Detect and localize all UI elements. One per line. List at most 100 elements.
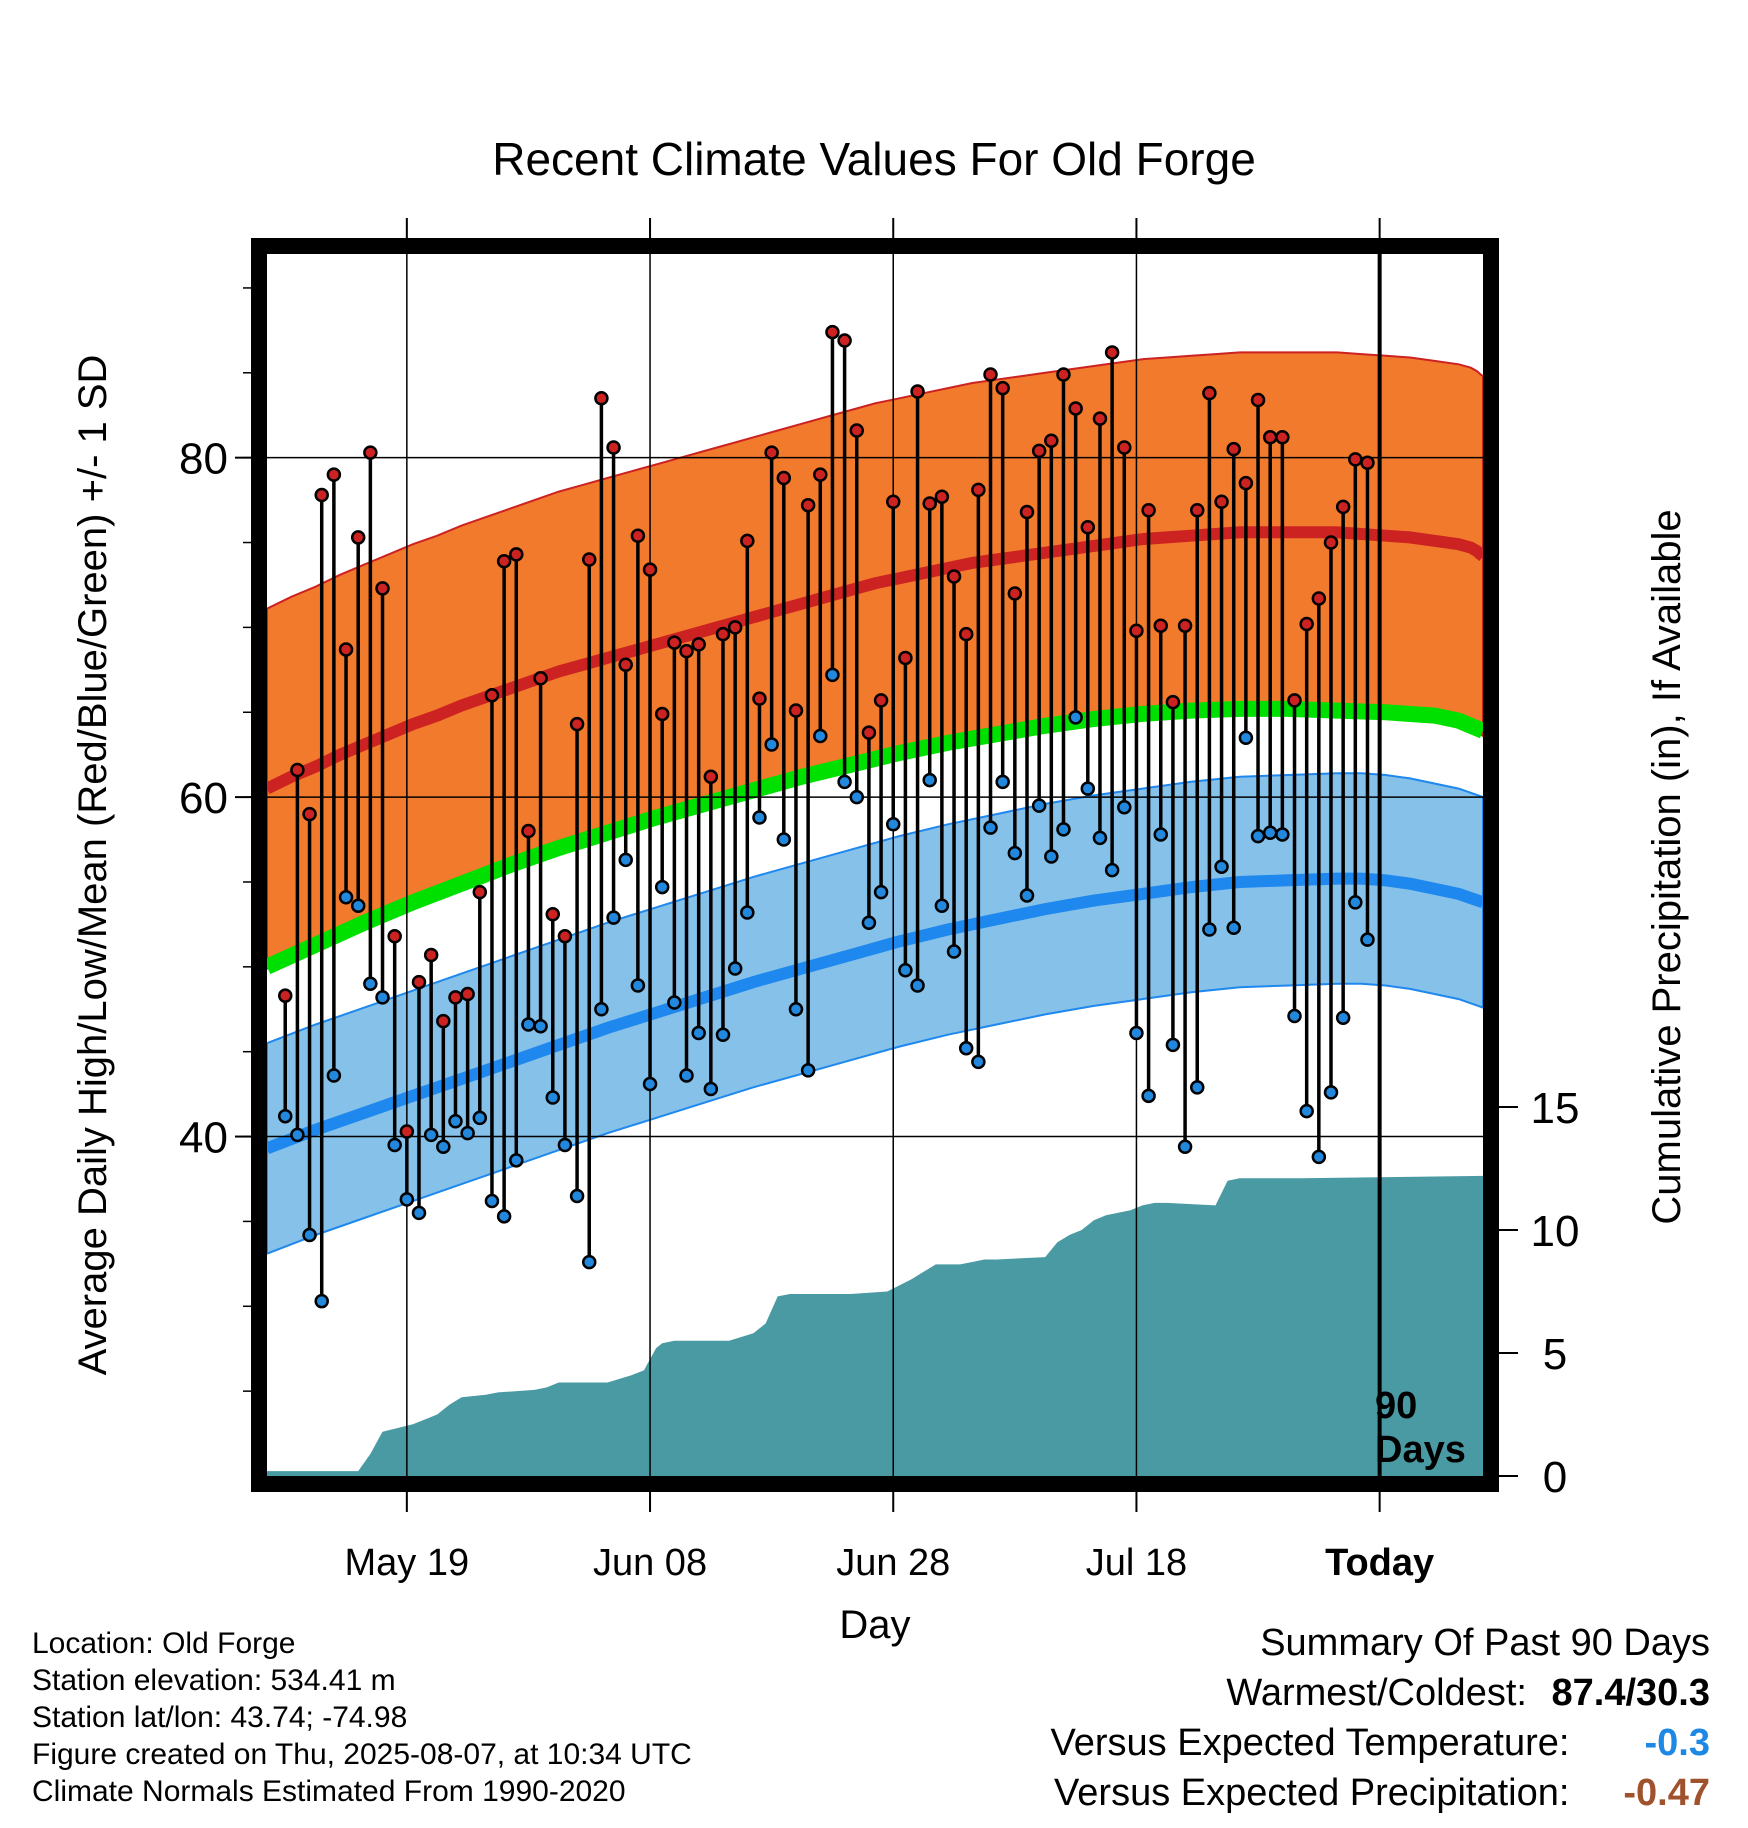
daily-high-point <box>448 990 463 1005</box>
daily-low-point <box>594 1002 609 1017</box>
daily-high-point <box>1129 623 1144 639</box>
daily-low-point <box>509 1153 524 1168</box>
daily-low-point <box>1177 1139 1193 1154</box>
y-tick-label: 80 <box>179 435 228 484</box>
summary-temp-label: Versus Expected Temperature: <box>1050 1722 1570 1764</box>
daily-low-point <box>776 832 792 847</box>
daily-high-point <box>375 581 390 596</box>
daily-low-point <box>1287 1008 1302 1024</box>
daily-high-point <box>1238 475 1254 491</box>
daily-high-point <box>460 986 475 1002</box>
daily-low-point <box>581 1254 597 1270</box>
daily-high-point <box>1250 392 1266 408</box>
daily-low-point <box>1202 922 1217 937</box>
daily-high-point <box>581 552 597 567</box>
daily-high-point <box>946 569 962 584</box>
daily-low-point <box>545 1090 561 1105</box>
daily-low-point <box>1031 798 1047 813</box>
daily-high-point <box>411 974 427 990</box>
daily-high-point <box>1104 345 1120 360</box>
daily-low-point <box>885 817 901 832</box>
daily-high-point <box>1153 618 1169 633</box>
daily-high-point <box>849 423 865 438</box>
daily-high-point <box>472 884 488 900</box>
daily-high-point <box>1056 367 1071 382</box>
daily-low-point <box>934 898 950 913</box>
daily-low-point <box>873 884 889 900</box>
daily-low-point <box>618 852 633 868</box>
daily-high-point <box>569 716 585 732</box>
daily-high-point <box>995 380 1010 396</box>
daily-high-point <box>1044 433 1059 448</box>
daily-low-point <box>1250 828 1266 844</box>
daily-low-point <box>350 898 366 913</box>
x-tick-label: Jun 08 <box>593 1542 707 1584</box>
daily-low-point <box>1214 859 1229 874</box>
summary-warm-cold-value: 87.4/30.3 <box>1551 1672 1710 1714</box>
daily-low-point <box>1323 1085 1339 1100</box>
summary-temp-value: -0.3 <box>1644 1722 1710 1764</box>
daily-low-point <box>436 1139 451 1154</box>
x-tick-label: May 19 <box>345 1542 470 1584</box>
daily-high-point <box>776 470 792 486</box>
x-tick-label: Today <box>1325 1542 1434 1584</box>
daily-low-point <box>606 910 621 925</box>
daily-low-point <box>521 1017 536 1032</box>
daily-high-point <box>691 637 706 652</box>
info-created: Figure created on Thu, 2025-08-07, at 10… <box>32 1738 692 1771</box>
daily-low-point <box>837 774 852 790</box>
daily-low-point <box>1104 862 1120 878</box>
daily-low-point <box>715 1027 731 1042</box>
daily-high-point <box>1348 452 1363 467</box>
summary-warm-cold-row: Warmest/Coldest: 87.4/30.3 <box>1051 1668 1710 1718</box>
y-tick-label: 40 <box>179 1114 228 1163</box>
daily-high-point <box>1165 694 1181 710</box>
daily-high-point <box>1141 503 1156 518</box>
daily-high-point <box>1019 504 1035 520</box>
daily-high-point <box>302 806 317 822</box>
chart-title: Recent Climate Values For Old Forge <box>492 133 1256 185</box>
info-location: Location: Old Forge <box>32 1627 296 1660</box>
daily-low-point <box>363 976 378 992</box>
daily-low-point <box>752 810 767 825</box>
daily-low-point <box>1360 932 1375 947</box>
axis-ticks: 40 60 80 0 5 10 15 May 19 Jun 08 Jun 28 Jul 18 Toda… <box>179 218 1579 1584</box>
daily-high-point <box>509 547 524 562</box>
daily-low-point <box>971 1054 986 1070</box>
precip-area <box>267 1175 1483 1476</box>
daily-high-point <box>958 626 974 642</box>
daily-low-point <box>1348 895 1363 910</box>
daily-low-point <box>654 879 670 895</box>
daily-low-point <box>813 728 828 744</box>
plot-area <box>263 254 1487 1476</box>
daily-low-point <box>910 978 925 993</box>
daily-high-point <box>399 1124 415 1139</box>
daily-high-point <box>1007 586 1023 601</box>
daily-low-point <box>496 1209 512 1224</box>
daily-low-point <box>1141 1088 1156 1104</box>
precip-tick-label: 0 <box>1543 1453 1567 1502</box>
daily-low-point <box>277 1108 293 1124</box>
daily-high-point <box>910 384 925 399</box>
summary-panel: Summary Of Past 90 Days Warmest/Coldest:… <box>1051 1618 1710 1818</box>
daily-high-point <box>606 440 621 455</box>
daily-low-point <box>1238 730 1254 745</box>
daily-high-point <box>885 494 901 510</box>
daily-high-point <box>825 324 840 340</box>
daily-low-point <box>448 1114 463 1129</box>
daily-high-point <box>1275 430 1290 445</box>
daily-low-point <box>1153 827 1169 842</box>
precip-tick-label: 10 <box>1531 1207 1580 1256</box>
daily-low-point <box>1299 1103 1314 1119</box>
daily-low-point <box>1007 845 1023 861</box>
x-tick-label: Jun 28 <box>836 1542 950 1584</box>
daily-high-point <box>521 823 536 839</box>
daily-low-point <box>1129 1025 1144 1041</box>
plot-frame <box>251 238 1499 1492</box>
daily-low-point <box>958 1041 974 1056</box>
daily-high-point <box>873 693 889 708</box>
daily-high-point <box>642 562 658 577</box>
daily-high-point <box>667 635 682 650</box>
daily-high-point <box>290 762 305 778</box>
